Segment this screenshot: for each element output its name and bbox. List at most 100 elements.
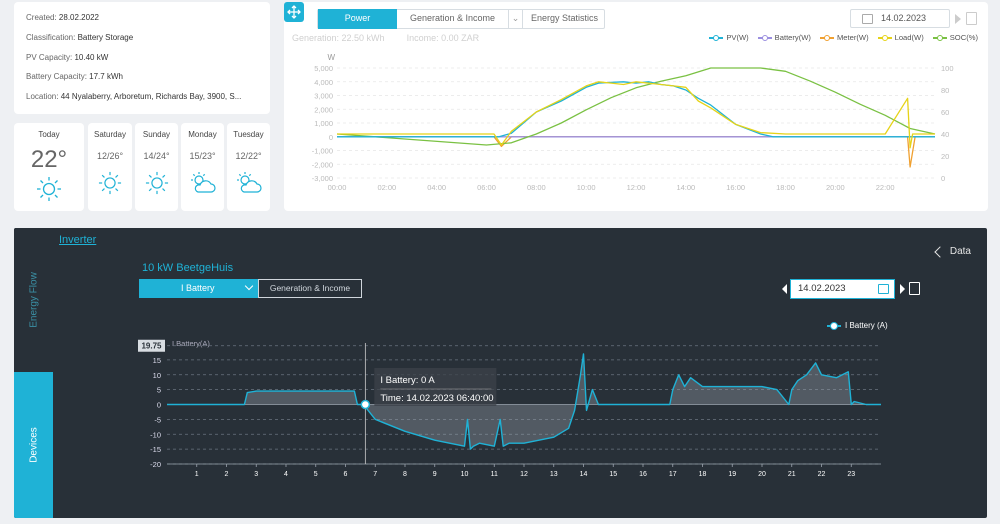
x-tick-label: 7: [373, 471, 377, 478]
date-value: 14.02.2023: [798, 283, 846, 294]
x-tick-label: 4: [284, 471, 288, 478]
device-name: 10 kW BeetgeHuis: [142, 262, 234, 274]
side-tab-energy-flow[interactable]: Energy Flow: [14, 228, 53, 372]
info-label: Location: [26, 92, 57, 102]
inverter-link[interactable]: Inverter: [59, 234, 97, 246]
info-location: Location: 44 Nyalaberry, Arboretum, Rich…: [26, 92, 242, 102]
back-to-data-link[interactable]: Data: [949, 246, 971, 257]
prev-day-icon[interactable]: [782, 284, 787, 294]
y-axis-label: I Battery(A): [172, 339, 210, 348]
x-tick-label: 11: [491, 471, 498, 478]
y2-tick-label: 100: [941, 64, 954, 73]
export-icon[interactable]: [966, 12, 977, 25]
x-tick-label: 23: [847, 471, 855, 478]
x-tick-label: 12: [520, 471, 528, 478]
y2-tick-label: 20: [941, 152, 949, 161]
x-tick-label: 20:00: [826, 183, 845, 192]
info-created: Created: 28.02.2022: [26, 13, 99, 22]
y2-tick-label: 60: [941, 108, 949, 117]
y-tick-label: -15: [150, 445, 161, 454]
tab-power[interactable]: Power: [318, 9, 397, 29]
next-day-icon[interactable]: [955, 14, 961, 24]
sun-icon: [98, 171, 122, 195]
info-value: Battery Storage: [77, 32, 134, 42]
y-tick-label: -5: [154, 415, 161, 424]
x-tick-label: 14:00: [676, 183, 695, 192]
move-icon[interactable]: [284, 2, 304, 22]
weather-day: Tuesday: [233, 130, 264, 139]
x-tick-label: 10: [461, 471, 469, 478]
tab-generation-income[interactable]: Generation & Income: [258, 279, 362, 298]
generation-value: Generation: 22.50 kWh: [292, 33, 385, 43]
weather-temp: 12/26°: [96, 151, 124, 161]
generation-summary: Generation: 22.50 kWh Income: 0.00 ZAR: [292, 33, 501, 43]
info-label: PV Capacity: [26, 52, 71, 62]
series-line-pvw: [337, 81, 935, 138]
date-picker[interactable]: 14.02.2023: [790, 279, 895, 299]
legend-soc[interactable]: SOC(%): [932, 33, 978, 42]
x-tick-label: 13: [550, 471, 558, 478]
x-tick-label: 06:00: [477, 183, 496, 192]
series-line-loadw: [337, 81, 935, 149]
side-tab-label: Energy Flow: [28, 272, 39, 328]
x-tick-label: 9: [433, 471, 437, 478]
legend-battery[interactable]: Battery(W): [757, 33, 811, 42]
y-tick-label: 0: [329, 133, 333, 142]
export-icon[interactable]: [909, 282, 920, 295]
series-line-meterw: [337, 136, 935, 168]
y-tick-label: -10: [150, 430, 161, 439]
chevron-down-icon[interactable]: ⌄: [509, 9, 523, 29]
series-line-soc: [336, 67, 936, 146]
y-tick-label: -3,000: [312, 174, 333, 183]
tab-energy-statistics[interactable]: Energy Statistics: [530, 13, 599, 23]
tooltip-time: Time: 14.02.2023 06:40:00: [380, 393, 493, 404]
y-tick-label: 5,000: [314, 64, 333, 73]
y-tick-label: -20: [150, 460, 161, 469]
legend-pv[interactable]: PV(W): [709, 33, 749, 42]
next-day-icon[interactable]: [900, 284, 905, 294]
info-classification: Classification: Battery Storage: [26, 32, 134, 42]
y-axis-label: W: [327, 53, 335, 62]
x-tick-label: 02:00: [377, 183, 396, 192]
info-value: 17.7 kWh: [89, 72, 123, 82]
y-tick-label: 10: [153, 371, 161, 380]
power-line-chart[interactable]: W 5,000 4,000 3,000 2,000 1,000 0 -1,000 -2,000 -…: [284, 46, 988, 206]
sun-icon: [37, 177, 61, 201]
date-picker[interactable]: 14.02.2023: [850, 9, 950, 28]
y-tick-label: -1,000: [312, 147, 333, 156]
tab-generation-income[interactable]: Generation & Income: [397, 9, 509, 29]
chart-legend[interactable]: I Battery (A): [827, 321, 888, 330]
weather-temp: 22°: [30, 146, 68, 173]
y-tick-label: 2,000: [314, 105, 333, 114]
x-tick-label: 00:00: [328, 183, 347, 192]
weather-day: Sunday: [142, 130, 171, 139]
info-pv-capacity: PV Capacity: 10.40 kW: [26, 52, 109, 62]
series-area: [167, 353, 881, 450]
series-line-i-battery: [167, 353, 881, 450]
power-chart-card: Power Generation & Income ⌄ Energy Stati…: [284, 2, 988, 211]
y-tick-label: 0: [157, 401, 161, 410]
hover-point: [360, 399, 371, 410]
x-tick-label: 14: [580, 471, 588, 478]
tooltip-value: I Battery: 0 A: [380, 375, 435, 386]
y-tick-label: 3,000: [314, 92, 333, 101]
x-tick-label: 21: [788, 471, 796, 478]
date-value: 14.02.2023: [881, 13, 927, 23]
legend-load[interactable]: Load(W): [877, 33, 924, 42]
info-label: Classification: [26, 32, 74, 42]
chart-legend: PV(W) Battery(W) Meter(W) Load(W) SOC(%): [709, 33, 978, 42]
weather-temp: 12/22°: [235, 151, 262, 161]
legend-meter[interactable]: Meter(W): [819, 33, 869, 42]
x-tick-label: 8: [403, 471, 407, 478]
metric-select[interactable]: I Battery: [139, 279, 258, 298]
info-battery-capacity: Battery Capacity: 17.7 kWh: [26, 72, 123, 82]
y-max-label: 19.75: [141, 342, 162, 351]
x-tick-label: 04:00: [427, 183, 446, 192]
side-tab-devices[interactable]: Devices: [14, 372, 53, 518]
calendar-icon: [878, 284, 889, 294]
weather-temp: 14/24°: [143, 151, 170, 161]
y-tick-label: 4,000: [314, 78, 333, 87]
device-panel: Energy Flow Devices Inverter Data 10 kW …: [14, 228, 987, 518]
info-label: Battery Capacity: [26, 72, 85, 82]
